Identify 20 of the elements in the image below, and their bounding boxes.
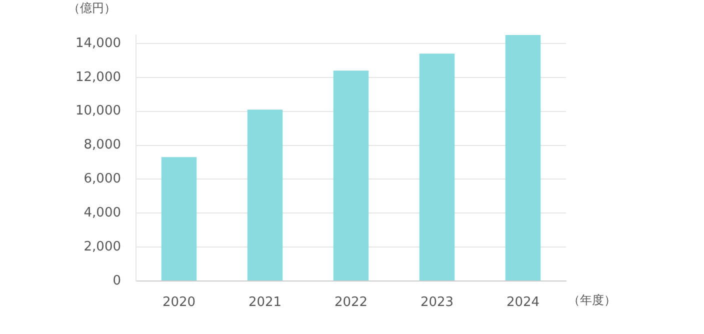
bar [505,35,541,280]
y-tick-label: 6,000 [84,172,121,187]
x-tick-label: 2022 [334,295,368,310]
y-axis-title: （億円） [68,0,116,17]
bar [161,157,197,280]
bar [333,70,369,280]
y-tick-label: 2,000 [84,239,121,254]
y-tick-label: 4,000 [84,206,121,221]
y-tick-label: 10,000 [76,104,121,119]
x-tick-label: 2024 [506,295,540,310]
y-tick-label: 12,000 [76,70,121,85]
bar [247,110,283,280]
x-tick-label: 2020 [162,295,196,310]
x-tick-label: 2021 [248,295,282,310]
bar [419,54,455,280]
y-tick-label: 8,000 [84,138,121,153]
y-tick-label: 0 [112,273,121,288]
y-tick-label: 14,000 [76,36,121,51]
x-axis-title: （年度） [568,292,616,309]
x-tick-label: 2023 [420,295,454,310]
